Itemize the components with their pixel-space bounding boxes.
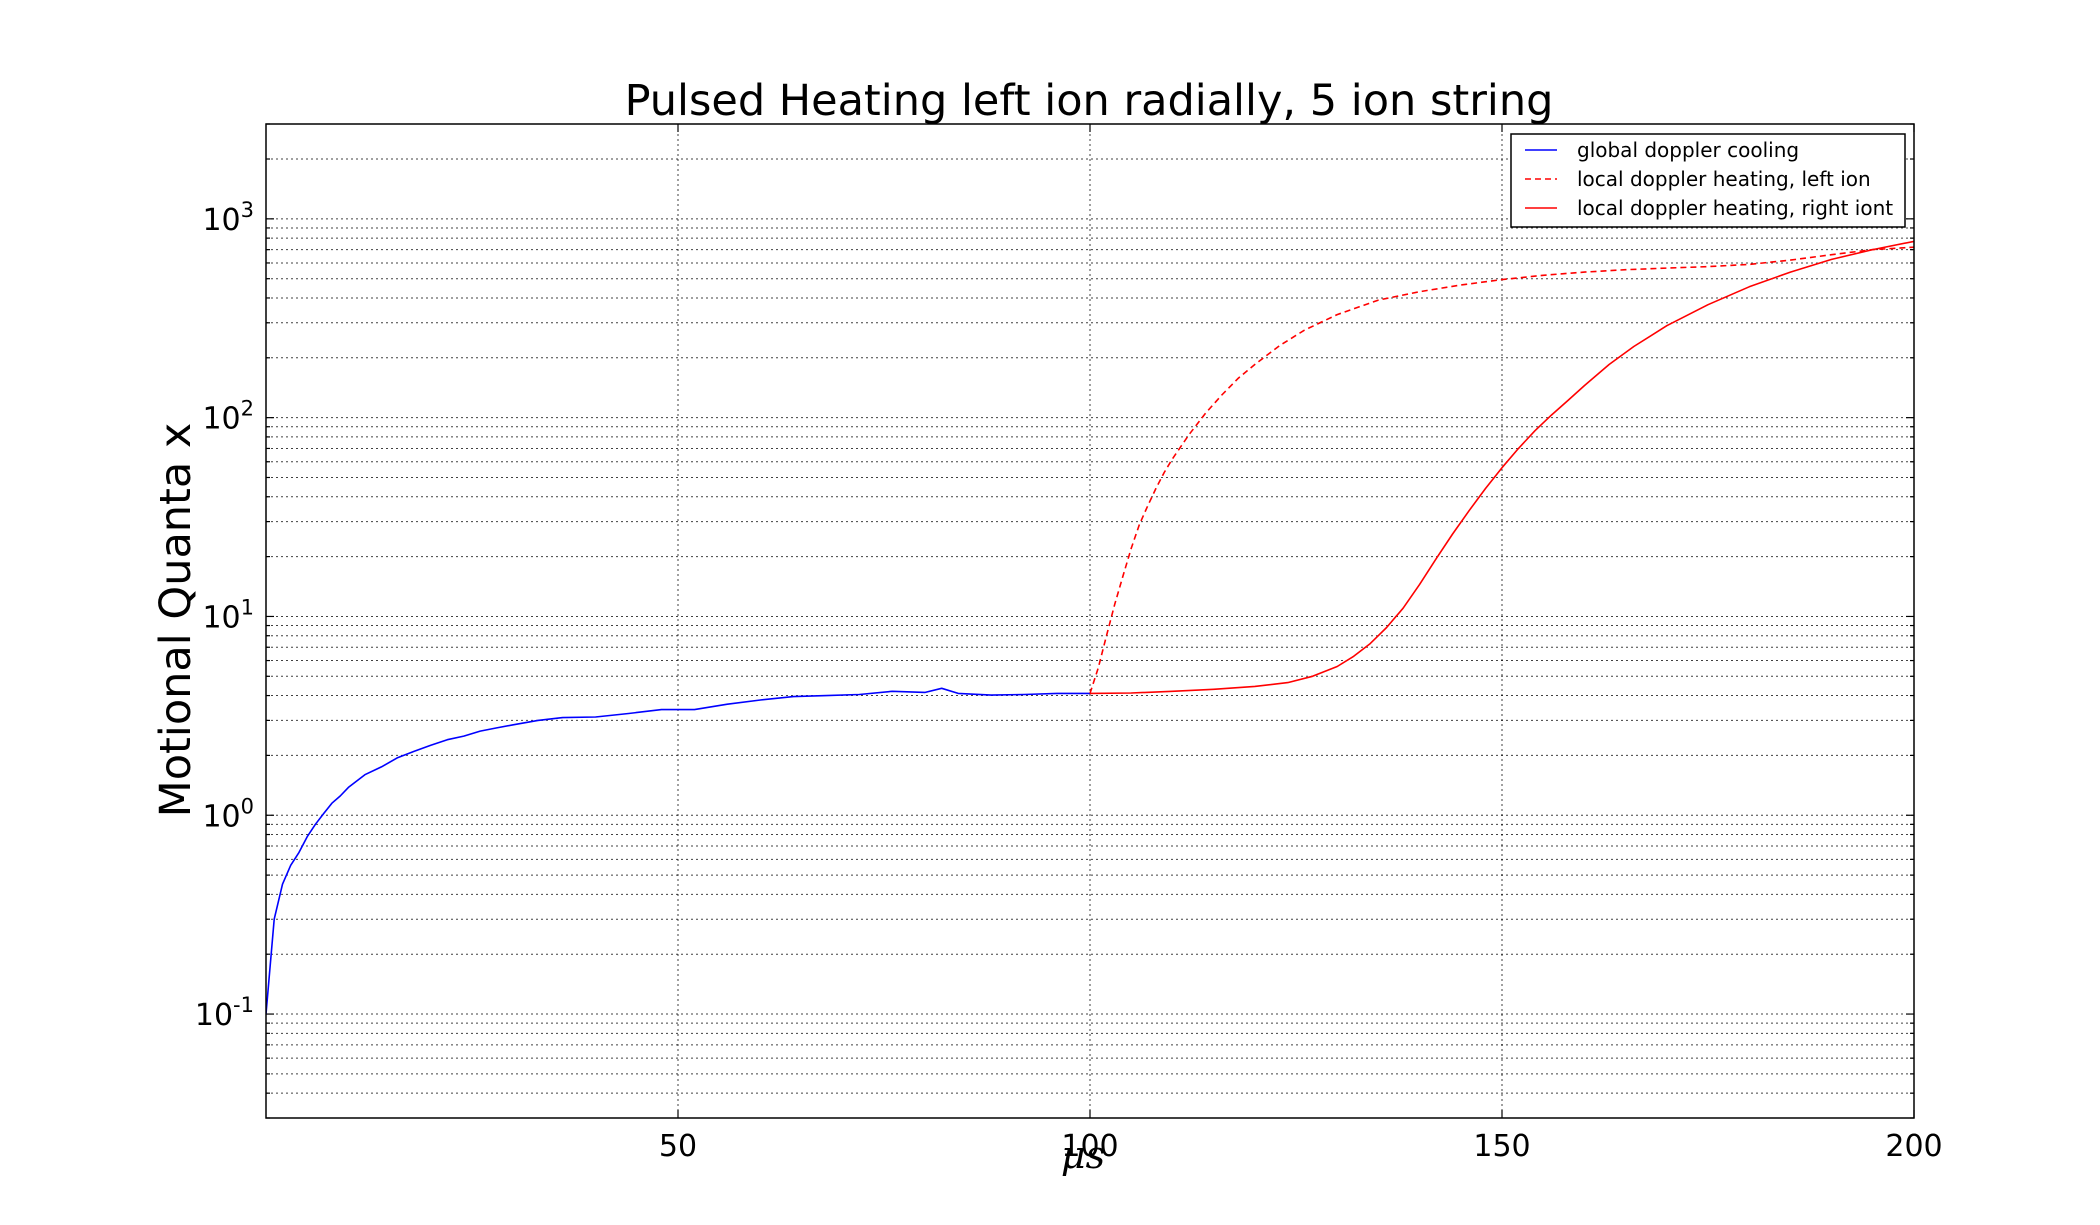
legend-box xyxy=(1510,133,1906,228)
series-global-doppler-cooling xyxy=(266,687,1090,1015)
legend-label-right-ion: local doppler heating, right iont xyxy=(1577,196,1893,220)
series-local-heating-right-ion xyxy=(1089,240,1914,695)
y-tick-label: 102 xyxy=(202,397,254,437)
plot-frame xyxy=(265,123,1915,1119)
y-tick-label-exponent: -1 xyxy=(233,993,254,1017)
legend: global doppler cooling local doppler hea… xyxy=(1510,133,1906,228)
series-local-heating-left-ion xyxy=(1089,246,1914,694)
y-tick-label-base: 10 xyxy=(202,600,240,635)
y-tick-label: 10-1 xyxy=(195,993,254,1033)
series-lines xyxy=(266,240,1914,1015)
x-tick-label: 50 xyxy=(659,1129,697,1164)
y-tick-label: 103 xyxy=(202,198,254,238)
legend-label-global-cooling: global doppler cooling xyxy=(1577,138,1799,162)
legend-label-left-ion: local doppler heating, left ion xyxy=(1577,167,1871,191)
x-tick-label: 150 xyxy=(1473,1129,1530,1164)
y-tick-label-base: 10 xyxy=(195,998,233,1033)
y-tick-label-base: 10 xyxy=(202,799,240,834)
y-tick-label-exponent: 3 xyxy=(241,198,254,222)
x-tick-label: 200 xyxy=(1885,1129,1942,1164)
y-axis-label: Motional Quanta x xyxy=(151,423,201,818)
x-tick-labels: 50 100 150 200 xyxy=(659,1129,1943,1164)
y-tick-label-base: 10 xyxy=(202,402,240,437)
y-tick-label: 101 xyxy=(202,595,254,635)
y-tick-label-base: 10 xyxy=(202,203,240,238)
chart-title: Pulsed Heating left ion radially, 5 ion … xyxy=(625,76,1554,126)
x-axis-label: μs xyxy=(1061,1133,1105,1177)
x-tick-label: 100 xyxy=(1061,1129,1118,1164)
y-tick-label-exponent: 2 xyxy=(241,397,254,421)
y-tick-label-exponent: 0 xyxy=(241,794,254,818)
y-tick-label: 100 xyxy=(202,794,254,834)
y-tick-label-exponent: 1 xyxy=(241,595,254,619)
